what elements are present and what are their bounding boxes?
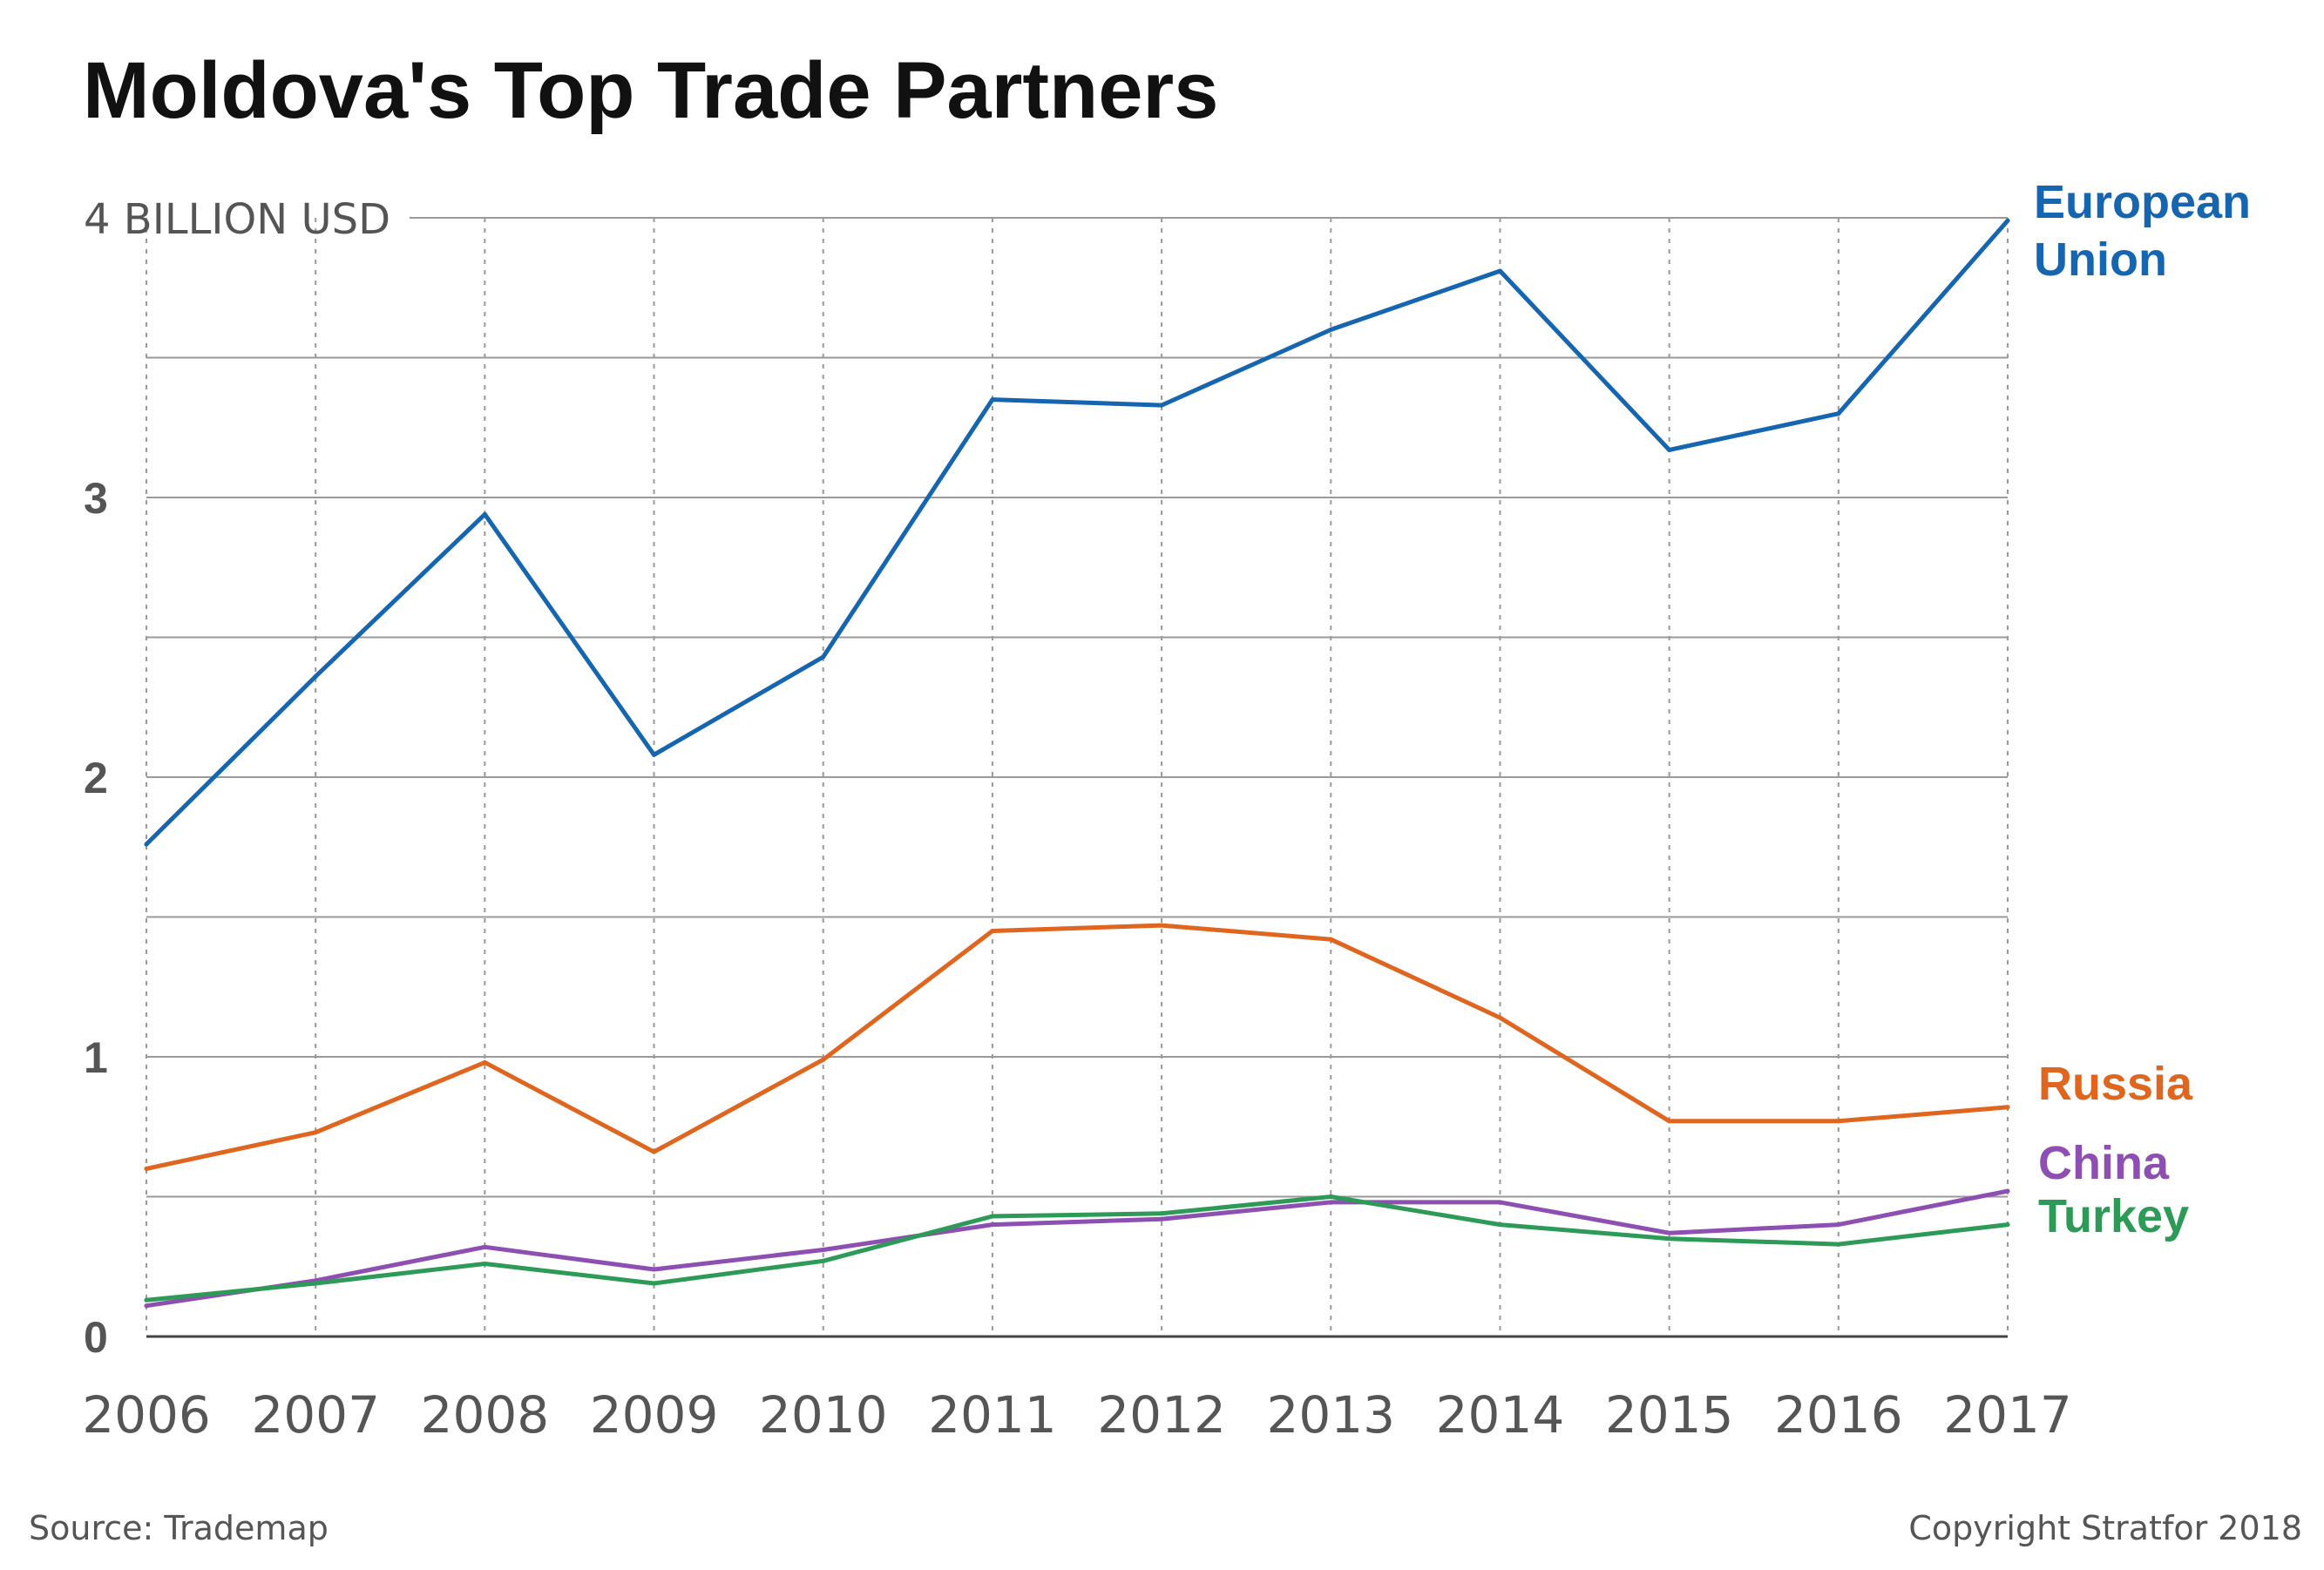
- data-point-china-2013: [1328, 1200, 1333, 1205]
- x-tick-label: 2013: [1266, 1385, 1395, 1445]
- chart-title: Moldova's Top Trade Partners: [83, 46, 1218, 135]
- series-label-line: European: [2034, 176, 2251, 228]
- series-line-china: [144, 1188, 2010, 1309]
- series-lines: [144, 218, 2010, 1309]
- data-point-russia-2010: [821, 1057, 826, 1062]
- y-tick-label: 4 BILLION USD: [84, 195, 390, 244]
- series-label-russia: Russia: [2038, 1058, 2193, 1110]
- series-label-china: China: [2038, 1137, 2170, 1189]
- x-tick-label: 2009: [590, 1385, 719, 1445]
- data-point-turkey-2016: [1836, 1242, 1841, 1247]
- data-point-china-2006: [144, 1303, 149, 1309]
- data-point-turkey-2006: [144, 1297, 149, 1303]
- x-tick-label: 2006: [82, 1385, 211, 1445]
- data-point-russia-2012: [1159, 923, 1164, 928]
- x-tick-label: 2012: [1097, 1385, 1226, 1445]
- data-point-european-union-2007: [313, 673, 318, 679]
- data-point-china-2010: [821, 1247, 826, 1252]
- data-point-turkey-2010: [821, 1258, 826, 1263]
- data-point-european-union-2013: [1328, 327, 1333, 332]
- x-tick-label: 2010: [759, 1385, 888, 1445]
- data-point-turkey-2007: [313, 1281, 318, 1286]
- series-label-line: Turkey: [2038, 1190, 2189, 1242]
- data-point-turkey-2017: [2005, 1222, 2010, 1228]
- data-point-european-union-2016: [1836, 411, 1841, 416]
- data-point-turkey-2011: [990, 1214, 995, 1219]
- data-point-european-union-2010: [821, 654, 826, 660]
- data-point-russia-2016: [1836, 1119, 1841, 1124]
- series-label-european-union: European Union: [2034, 176, 2251, 286]
- data-point-china-2009: [652, 1267, 657, 1272]
- y-tick-label: 2: [84, 754, 108, 802]
- data-point-china-2015: [1667, 1230, 1672, 1235]
- data-point-russia-2011: [990, 929, 995, 934]
- data-point-russia-2017: [2005, 1105, 2010, 1110]
- data-point-european-union-2012: [1159, 403, 1164, 408]
- grid: [146, 217, 2009, 1338]
- data-point-turkey-2009: [652, 1281, 657, 1286]
- x-tick-label: 2016: [1774, 1385, 1903, 1445]
- x-tick-label: 2011: [928, 1385, 1057, 1445]
- x-tick-label: 2015: [1605, 1385, 1734, 1445]
- y-tick-label: 3: [84, 474, 108, 523]
- data-point-european-union-2017: [2005, 218, 2010, 223]
- data-point-russia-2008: [482, 1059, 487, 1065]
- data-point-china-2008: [482, 1244, 487, 1249]
- y-tick-label: 0: [84, 1313, 108, 1362]
- data-point-turkey-2013: [1328, 1194, 1333, 1199]
- x-tick-label: 2014: [1436, 1385, 1565, 1445]
- series-label-line: Russia: [2038, 1058, 2193, 1110]
- data-point-china-2014: [1497, 1200, 1502, 1205]
- data-point-russia-2007: [313, 1130, 318, 1135]
- source-note: Source: Trademap: [29, 1509, 329, 1547]
- data-point-china-2012: [1159, 1216, 1164, 1221]
- data-point-turkey-2015: [1667, 1236, 1672, 1242]
- x-tick-label: 2007: [251, 1385, 380, 1445]
- axis-ticks: 0 1 2 3 4 BILLION USD 2006 2007 2008 2009 2010 201…: [82, 195, 2072, 1445]
- x-tick-label: 2017: [1943, 1385, 2072, 1445]
- data-point-european-union-2008: [482, 511, 487, 517]
- data-point-european-union-2015: [1667, 447, 1672, 452]
- data-point-european-union-2014: [1497, 268, 1502, 274]
- series-label-line: China: [2038, 1137, 2170, 1189]
- data-point-european-union-2011: [990, 397, 995, 403]
- data-point-russia-2015: [1667, 1119, 1672, 1124]
- series-line-european-union: [144, 218, 2010, 847]
- data-point-russia-2014: [1497, 1015, 1502, 1020]
- data-point-china-2011: [990, 1222, 995, 1228]
- data-point-china-2016: [1836, 1222, 1841, 1228]
- data-point-european-union-2009: [652, 752, 657, 757]
- data-point-european-union-2006: [144, 842, 149, 847]
- data-point-russia-2009: [652, 1149, 657, 1154]
- data-point-turkey-2012: [1159, 1211, 1164, 1216]
- series-line-russia: [144, 923, 2010, 1171]
- series-line-turkey: [144, 1194, 2010, 1303]
- data-point-turkey-2014: [1497, 1222, 1502, 1228]
- series-label-line: Union: [2034, 233, 2167, 286]
- y-tick-label: 1: [84, 1033, 108, 1082]
- data-point-china-2017: [2005, 1188, 2010, 1194]
- data-point-russia-2006: [144, 1166, 149, 1171]
- data-point-turkey-2008: [482, 1262, 487, 1267]
- x-tick-label: 2008: [421, 1385, 550, 1445]
- copyright-note: Copyright Stratfor 2018: [1908, 1509, 2302, 1547]
- series-label-turkey: Turkey: [2038, 1190, 2189, 1242]
- data-point-russia-2013: [1328, 937, 1333, 942]
